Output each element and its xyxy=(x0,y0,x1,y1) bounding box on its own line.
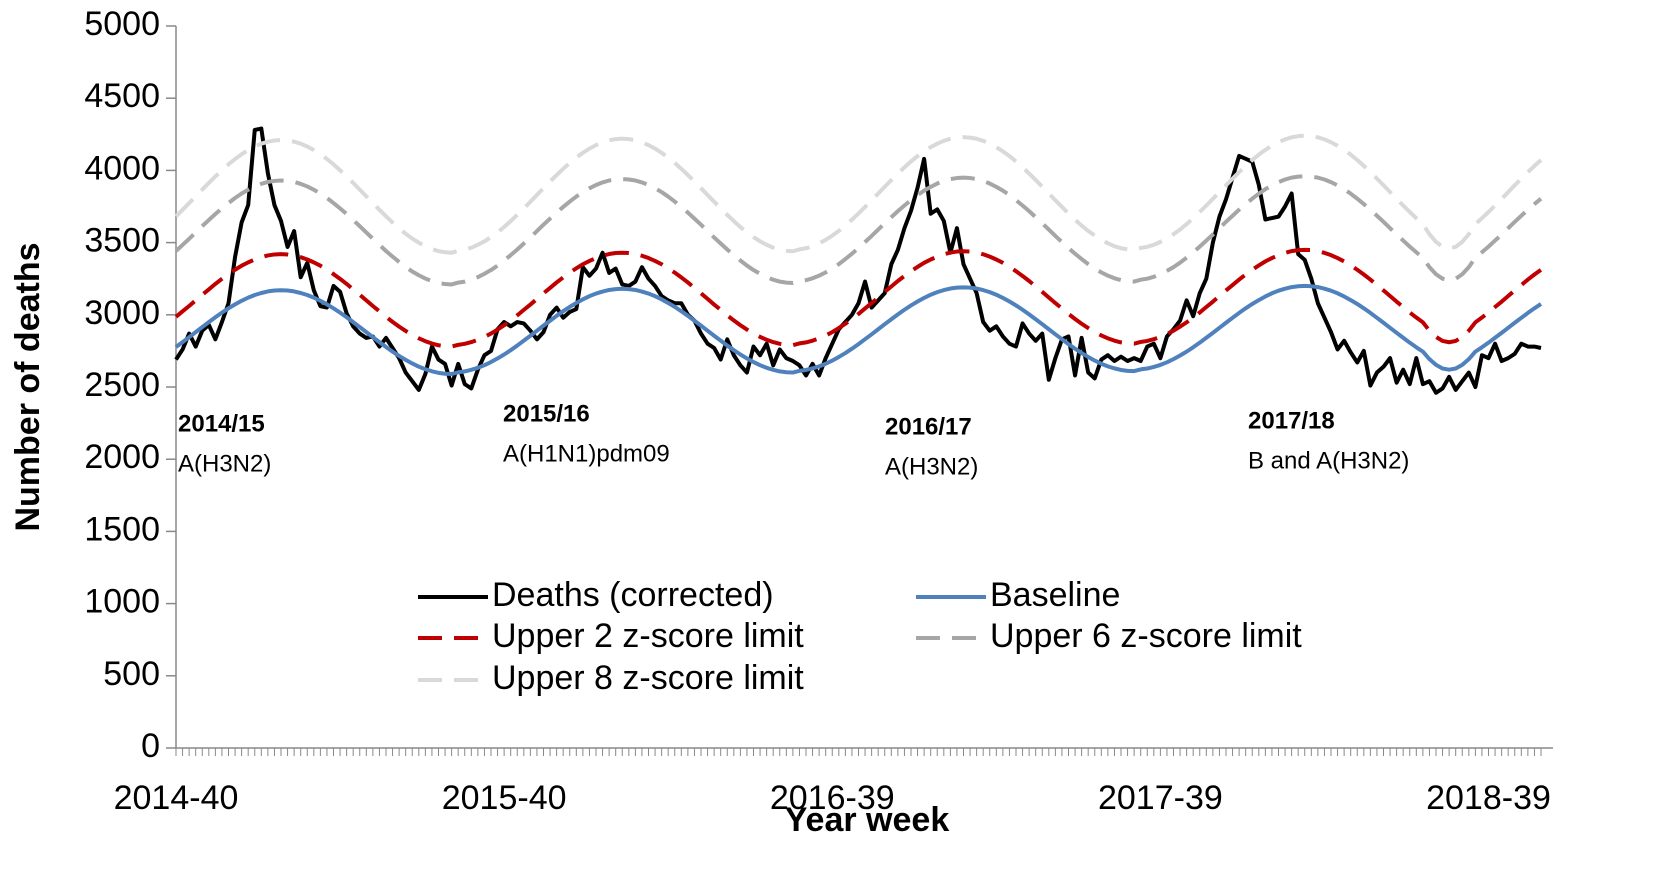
y-tick-label: 2500 xyxy=(84,366,160,404)
annotation-text: A(H3N2) xyxy=(885,453,978,480)
y-tick-label: 3000 xyxy=(84,294,160,332)
x-tick-label: 2017-39 xyxy=(1098,779,1223,817)
annotation-text: A(H1N1)pdm09 xyxy=(503,440,670,467)
y-tick-label: 1000 xyxy=(84,583,160,621)
y-tick-label: 0 xyxy=(141,727,160,765)
legend-label: Upper 8 z-score limit xyxy=(492,659,804,697)
x-tick-label: 2014-40 xyxy=(114,779,239,817)
y-tick-label: 1500 xyxy=(84,510,160,548)
annotation-title: 2015/16 xyxy=(503,400,590,427)
series-line xyxy=(174,283,1543,376)
annotation-title: 2014/15 xyxy=(178,410,265,437)
y-axis-title: Number of deaths xyxy=(9,242,47,531)
y-tick-label: 3500 xyxy=(84,222,160,260)
legend-label: Upper 2 z-score limit xyxy=(492,617,804,655)
y-tick-label: 4000 xyxy=(84,149,160,187)
y-tick-label: 5000 xyxy=(84,5,160,43)
series-line xyxy=(174,174,1543,287)
series-line xyxy=(174,133,1543,255)
annotation-title: 2017/18 xyxy=(1248,407,1335,434)
annotation-text: B and A(H3N2) xyxy=(1248,447,1409,474)
x-tick-label: 2018-39 xyxy=(1426,779,1551,817)
legend-label: Upper 6 z-score limit xyxy=(990,617,1302,655)
y-tick-label: 500 xyxy=(103,655,160,693)
x-tick-label: 2015-40 xyxy=(442,779,567,817)
annotation-text: A(H3N2) xyxy=(178,450,271,477)
x-tick-label: 2016-39 xyxy=(770,779,895,817)
y-tick-label: 2000 xyxy=(84,438,160,476)
annotation-title: 2016/17 xyxy=(885,413,972,440)
legend-label: Deaths (corrected) xyxy=(492,576,774,614)
legend-label: Baseline xyxy=(990,576,1120,614)
y-tick-label: 4500 xyxy=(84,77,160,115)
series-line xyxy=(174,247,1543,349)
series-line xyxy=(174,126,1542,395)
x-axis-title: Year week xyxy=(785,801,950,839)
